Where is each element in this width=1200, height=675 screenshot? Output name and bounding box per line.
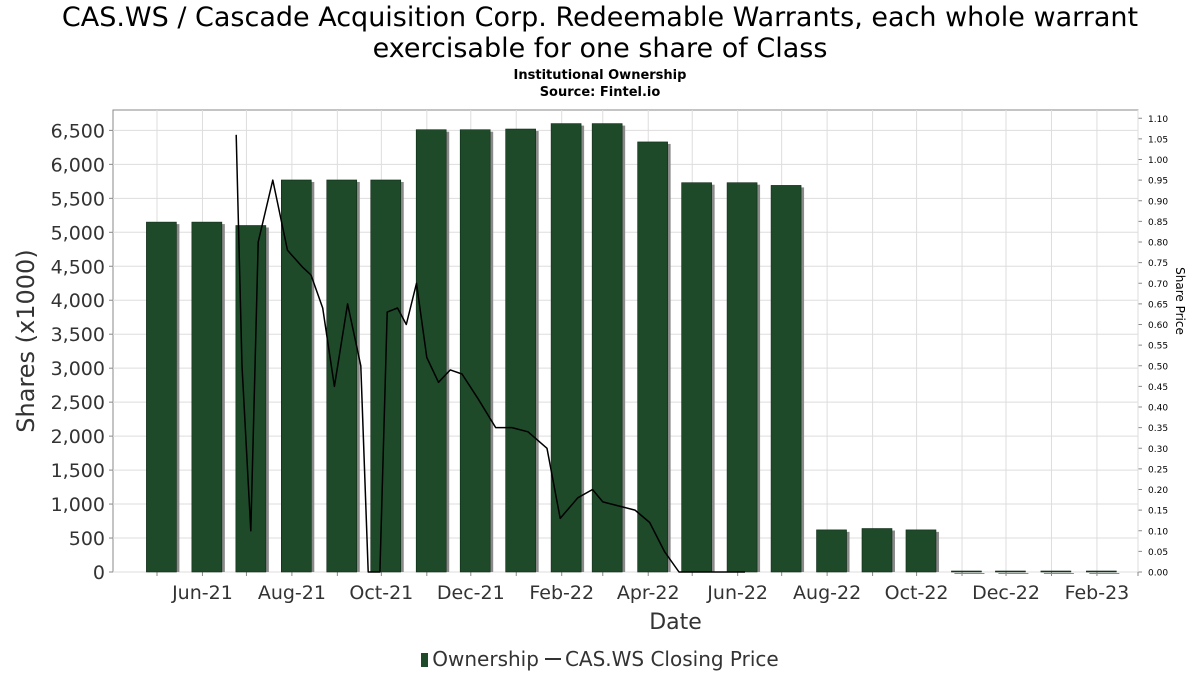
ownership-bar bbox=[816, 529, 847, 573]
y2-tick-label: 0.15 bbox=[1148, 507, 1168, 517]
y2-tick-label: 0.45 bbox=[1148, 383, 1168, 393]
ownership-bar bbox=[770, 185, 802, 573]
ownership-bar bbox=[146, 221, 177, 573]
x-tick-label: Dec-22 bbox=[972, 582, 1040, 604]
x-tick-label: Feb-23 bbox=[1065, 582, 1130, 604]
y2-axis-label: Share Price bbox=[1173, 267, 1187, 335]
y2-tick-label: 1.00 bbox=[1148, 156, 1168, 166]
x-tick-label: Dec-21 bbox=[437, 582, 505, 604]
ownership-bar bbox=[550, 123, 582, 573]
y-tick-label: 5,500 bbox=[51, 188, 105, 210]
ownership-bar bbox=[326, 179, 358, 573]
ownership-bar bbox=[415, 129, 447, 573]
legend: Ownership CAS.WS Closing Price bbox=[0, 647, 1200, 671]
y2-tick-label: 0.30 bbox=[1148, 445, 1168, 455]
y-tick-label: 2,000 bbox=[51, 426, 105, 448]
x-tick-label: Apr-22 bbox=[617, 582, 680, 604]
x-axis-label: Date bbox=[649, 610, 702, 635]
y2-tick-label: 0.60 bbox=[1148, 321, 1168, 331]
ownership-bar bbox=[995, 570, 1026, 573]
ownership-bar bbox=[681, 182, 712, 573]
ownership-bar bbox=[505, 128, 536, 573]
legend-ownership-label: Ownership bbox=[432, 647, 539, 671]
y2-tick-label: 0.95 bbox=[1148, 177, 1168, 187]
y-tick-label: 4,000 bbox=[51, 290, 105, 312]
legend-price-label: CAS.WS Closing Price bbox=[564, 647, 779, 671]
chart-source: Source: Fintel.io bbox=[539, 85, 661, 100]
y-tick-label: 0 bbox=[93, 562, 105, 584]
ownership-bar bbox=[1040, 570, 1072, 573]
y2-tick-label: 0.70 bbox=[1148, 280, 1168, 290]
y-tick-label: 3,500 bbox=[51, 324, 105, 346]
y2-tick-label: 0.65 bbox=[1148, 300, 1168, 310]
ownership-bar bbox=[951, 570, 982, 573]
ownership-bar bbox=[637, 141, 668, 573]
y-tick-label: 1,000 bbox=[51, 494, 105, 516]
y2-tick-label: 0.90 bbox=[1148, 197, 1168, 207]
chart-subtitle: Institutional Ownership bbox=[513, 68, 687, 83]
chart-canvas: 0 500 1,000 1,500 2,000 2,500 3,000 3,500 4,000 4… bbox=[12, 109, 1187, 635]
x-tick-label: Aug-21 bbox=[258, 582, 326, 604]
y-tick-label: 6,000 bbox=[51, 154, 105, 176]
y2-tick-label: 0.80 bbox=[1148, 239, 1168, 249]
ownership-bar bbox=[726, 182, 758, 573]
y2-tick-label: 0.25 bbox=[1148, 465, 1168, 475]
ownership-bar bbox=[1086, 570, 1117, 573]
x-tick-label: Feb-22 bbox=[529, 582, 594, 604]
x-tick-label: Jun-21 bbox=[171, 582, 233, 604]
y2-tick-label: 0.05 bbox=[1148, 548, 1168, 558]
y-tick-label: 5,000 bbox=[51, 222, 105, 244]
y-tick-label: 4,500 bbox=[51, 256, 105, 278]
bar-shadow bbox=[998, 573, 1029, 574]
y2-tick-label: 0.10 bbox=[1148, 527, 1168, 537]
ownership-bar bbox=[861, 528, 893, 573]
ownership-bar bbox=[905, 529, 937, 573]
y2-tick-label: 1.10 bbox=[1148, 115, 1168, 125]
ownership-bar bbox=[459, 129, 491, 573]
y-tick-label: 3,000 bbox=[51, 358, 105, 380]
y2-tick-label: 0.85 bbox=[1148, 218, 1168, 228]
price-line bbox=[235, 134, 745, 573]
y-tick-label: 500 bbox=[69, 528, 105, 550]
y2-tick-label: 1.05 bbox=[1148, 135, 1168, 145]
y-tick-label: 1,500 bbox=[51, 460, 105, 482]
legend-price-swatch bbox=[544, 658, 561, 660]
y2-tick-label: 0.40 bbox=[1148, 404, 1168, 414]
y2-tick-label: 0.75 bbox=[1148, 259, 1168, 269]
y-tick-label: 2,500 bbox=[51, 392, 105, 414]
y2-tick-label: 0.55 bbox=[1148, 342, 1168, 352]
y2-tick-label: 0.50 bbox=[1148, 362, 1168, 372]
y-tick-label: 6,500 bbox=[51, 120, 105, 142]
y-axis-label: Shares (x1000) bbox=[12, 249, 40, 432]
chart-title-line1: CAS.WS / Cascade Acquisition Corp. Redee… bbox=[61, 2, 1139, 33]
y2-tick-label: 0.35 bbox=[1148, 424, 1168, 434]
ownership-bar bbox=[591, 123, 623, 573]
x-tick-label: Jun-22 bbox=[706, 582, 768, 604]
bar-shadow bbox=[1043, 573, 1074, 574]
bar-shadow bbox=[954, 573, 985, 574]
x-tick-label: Oct-22 bbox=[885, 582, 949, 604]
ownership-bar bbox=[191, 221, 223, 573]
x-tick-label: Oct-21 bbox=[349, 582, 413, 604]
y2-tick-label: 0.00 bbox=[1148, 569, 1168, 579]
y2-tick-label: 0.20 bbox=[1148, 486, 1168, 496]
legend-ownership-swatch bbox=[421, 653, 429, 667]
chart-title-line2: exercisable for one share of Class bbox=[372, 33, 828, 64]
x-tick-label: Aug-22 bbox=[793, 582, 861, 604]
chart-title: CAS.WS / Cascade Acquisition Corp. Redee… bbox=[0, 2, 1200, 64]
bar-shadow bbox=[1089, 573, 1120, 574]
